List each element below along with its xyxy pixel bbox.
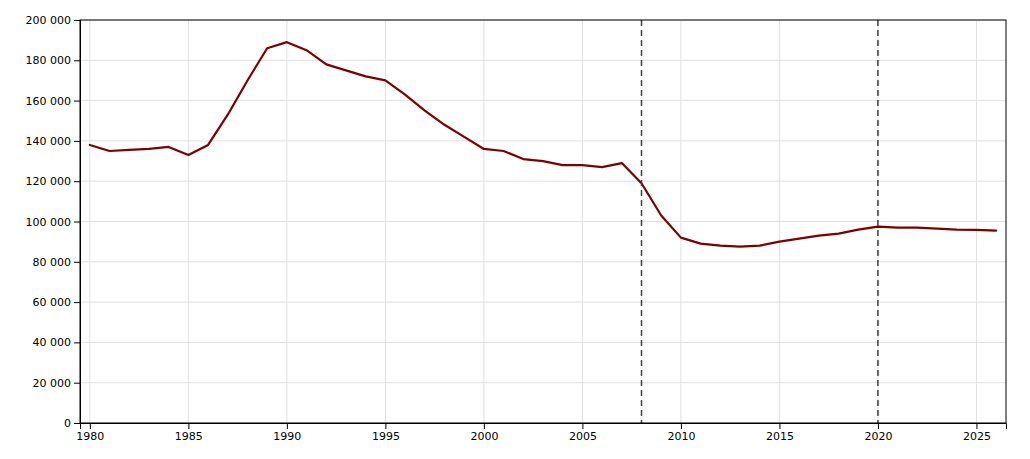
tick: 180 000 xyxy=(26,54,81,67)
tick: 2005 xyxy=(569,423,597,443)
grid-line xyxy=(80,221,1006,222)
tick-mark xyxy=(976,423,977,429)
grid-line xyxy=(877,20,878,423)
tick-mark xyxy=(484,423,485,429)
tick-mark xyxy=(74,181,80,182)
tick: 100 000 xyxy=(26,216,81,229)
tick: 1995 xyxy=(372,423,400,443)
grid-line xyxy=(188,20,189,423)
tick-label: 120 000 xyxy=(26,175,72,188)
tick-mark xyxy=(74,342,80,343)
x-axis: 1980 1985 1990 1995 2000 2005 2010 2015 2020 2025 xyxy=(76,423,1006,443)
tick: 2025 xyxy=(963,423,991,443)
tick-label: 1990 xyxy=(273,430,301,443)
grid-line xyxy=(976,20,977,423)
tick-mark xyxy=(385,423,386,429)
tick-label: 200 000 xyxy=(26,14,72,27)
tick-mark xyxy=(188,423,189,429)
tick-label: 2000 xyxy=(470,430,498,443)
tick: 2010 xyxy=(667,423,695,443)
tick-mark xyxy=(74,141,80,142)
tick-mark xyxy=(74,423,80,424)
tick: 0 xyxy=(64,417,80,430)
line xyxy=(90,42,996,247)
tick-mark xyxy=(287,423,288,429)
grid-line xyxy=(483,20,484,423)
tick-label: 1995 xyxy=(372,430,400,443)
tick-label: 160 000 xyxy=(26,95,72,108)
tick-label: 40 000 xyxy=(33,336,72,349)
grid-line xyxy=(80,382,1006,383)
grid-line xyxy=(80,60,1006,61)
tick: 160 000 xyxy=(26,95,81,108)
tick: 2000 xyxy=(470,423,498,443)
tick: 2015 xyxy=(766,423,794,443)
tick: 80 000 xyxy=(33,256,81,269)
tick-label: 140 000 xyxy=(26,135,72,148)
tick-mark xyxy=(779,423,780,429)
grid-line xyxy=(286,20,287,423)
tick-mark xyxy=(878,423,879,429)
grid-line xyxy=(80,261,1006,262)
tick: 120 000 xyxy=(26,175,81,188)
tick-label: 2025 xyxy=(963,430,991,443)
grid xyxy=(80,20,1006,423)
tick-label: 20 000 xyxy=(33,377,72,390)
y-axis: 0 20 000 40 000 60 000 80 000 100 000 120 000 1… xyxy=(26,14,81,430)
tick: 20 000 xyxy=(33,377,81,390)
tick: 200 000 xyxy=(26,14,81,27)
grid-line xyxy=(779,20,780,423)
grid-line xyxy=(89,20,90,423)
grid-line xyxy=(680,20,681,423)
tick-label: 1985 xyxy=(175,430,203,443)
tick-label: 60 000 xyxy=(33,296,72,309)
tick: 1985 xyxy=(175,423,203,443)
tick-mark xyxy=(74,383,80,384)
tick-label: 100 000 xyxy=(26,216,72,229)
tick-mark xyxy=(582,423,583,429)
tick-label: 2005 xyxy=(569,430,597,443)
plot-frame xyxy=(80,20,1006,423)
reference-line xyxy=(877,20,879,423)
grid-line xyxy=(582,20,583,423)
reference-line xyxy=(641,20,643,423)
grid-line xyxy=(80,302,1006,303)
tick-label: 180 000 xyxy=(26,54,72,67)
plot: 1980 1985 1990 1995 2000 2005 2010 2015 2020 2025… xyxy=(26,14,1007,443)
tick-label: 2010 xyxy=(667,430,695,443)
tick-label: 2020 xyxy=(864,430,892,443)
tick-label: 80 000 xyxy=(33,256,72,269)
tick-mark xyxy=(74,101,80,102)
data-area xyxy=(90,20,996,423)
tick: 140 000 xyxy=(26,135,81,148)
grid-line xyxy=(80,181,1006,182)
axis-line xyxy=(81,424,1007,430)
tick-label: 1980 xyxy=(76,430,104,443)
grid-line xyxy=(80,100,1006,101)
tick: 1980 xyxy=(76,423,104,443)
tick-mark xyxy=(74,60,80,61)
tick: 40 000 xyxy=(33,336,81,349)
tick-mark xyxy=(74,222,80,223)
tick: 2020 xyxy=(864,423,892,443)
tick-mark xyxy=(74,262,80,263)
grid-line xyxy=(80,342,1006,343)
tick-mark xyxy=(90,423,91,429)
tick-label: 2015 xyxy=(766,430,794,443)
chart: 1980 1985 1990 1995 2000 2005 2010 2015 2020 2025… xyxy=(0,0,1030,459)
tick-mark xyxy=(74,20,80,21)
tick-mark xyxy=(74,302,80,303)
tick-label: 0 xyxy=(64,417,71,430)
tick: 1990 xyxy=(273,423,301,443)
grid-line xyxy=(80,140,1006,141)
tick: 60 000 xyxy=(33,296,81,309)
tick-mark xyxy=(681,423,682,429)
